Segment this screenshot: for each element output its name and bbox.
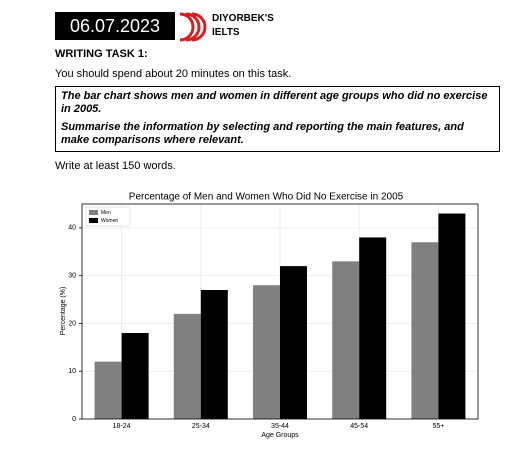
x-axis-label: Age Groups bbox=[261, 432, 299, 439]
bar bbox=[359, 237, 387, 419]
word-count: Write at least 150 words. bbox=[55, 160, 176, 172]
date: 06.07.2023 bbox=[55, 12, 175, 40]
x-tick-label: 25-34 bbox=[192, 423, 210, 430]
x-tick-label: 45-54 bbox=[350, 423, 368, 430]
legend-label: Men bbox=[101, 210, 111, 216]
prompt: Summarise the information by selecting a… bbox=[61, 121, 464, 146]
bar bbox=[121, 333, 149, 419]
task-title: WRITING TASK 1: bbox=[55, 48, 148, 60]
bar bbox=[200, 290, 228, 419]
y-tick-label: 30 bbox=[68, 273, 76, 280]
y-tick-label: 10 bbox=[68, 368, 76, 375]
legend-swatch bbox=[89, 218, 98, 223]
bar bbox=[411, 242, 439, 419]
logo bbox=[179, 12, 207, 42]
bar bbox=[280, 266, 307, 419]
x-tick-label: 55+ bbox=[432, 423, 444, 430]
bar bbox=[438, 213, 466, 419]
brand: DIYORBEK'S bbox=[212, 13, 274, 24]
instruction: You should spend about 20 minutes on thi… bbox=[55, 68, 292, 80]
x-tick-label: 18-24 bbox=[113, 423, 131, 430]
bar bbox=[94, 361, 122, 419]
plot-frame bbox=[81, 203, 479, 420]
prompt-box: The bar chart shows men and women in dif… bbox=[55, 86, 500, 152]
brand: IELTS bbox=[212, 27, 240, 38]
y-tick-label: 40 bbox=[68, 225, 76, 232]
y-tick-label: 0 bbox=[72, 416, 76, 423]
chart-title: Percentage of Men and Women Who Did No E… bbox=[129, 192, 404, 203]
x-tick-label: 35-44 bbox=[271, 423, 289, 430]
bar bbox=[332, 261, 360, 419]
legend-swatch bbox=[89, 210, 98, 215]
y-tick-label: 20 bbox=[68, 320, 76, 327]
y-axis-label: Percentage (%) bbox=[60, 287, 67, 336]
bar bbox=[173, 313, 201, 419]
prompt: The bar chart shows men and women in dif… bbox=[61, 90, 488, 115]
legend-label: Women bbox=[101, 218, 118, 224]
bar bbox=[253, 285, 280, 419]
